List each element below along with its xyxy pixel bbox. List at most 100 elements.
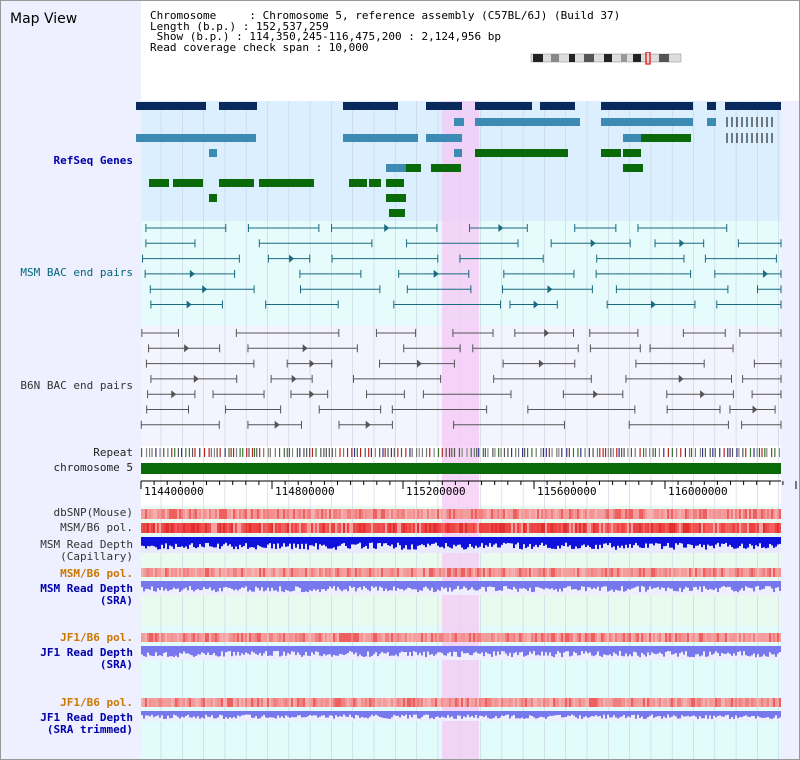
heat-cell <box>565 698 567 707</box>
heat-cell <box>779 568 781 577</box>
depth-bar <box>727 646 729 653</box>
heat-cell <box>667 509 669 519</box>
depth-bar <box>591 581 593 590</box>
depth-bar <box>239 711 241 717</box>
depth-bar <box>427 537 429 544</box>
heat-cell <box>521 633 523 642</box>
heat-cell <box>403 523 405 533</box>
heat-cell <box>773 698 775 707</box>
heat-cell <box>241 568 243 577</box>
heat-cell <box>323 698 325 707</box>
heat-cell <box>777 633 779 642</box>
msm-bac-arrow <box>186 300 192 309</box>
refseq-gene <box>601 149 621 157</box>
heat-cell <box>437 509 439 519</box>
heat-cell <box>215 698 217 707</box>
heat-cell <box>739 568 741 577</box>
depth-bar <box>479 711 481 716</box>
depth-bar <box>605 646 607 655</box>
heat-cell <box>249 568 251 577</box>
depth-bar <box>217 711 219 718</box>
heat-cell <box>307 698 309 707</box>
depth-bar <box>417 711 419 719</box>
depth-bar <box>551 581 553 589</box>
depth-bar <box>405 711 407 715</box>
heat-cell <box>289 698 291 707</box>
heat-cell <box>235 698 237 707</box>
heat-cell <box>369 698 371 707</box>
heat-cell <box>683 523 685 533</box>
depth-bar <box>735 646 737 656</box>
repeat-mark <box>191 448 194 457</box>
heat-cell <box>225 698 227 707</box>
heat-cell <box>191 509 193 519</box>
depth-bar <box>321 537 323 546</box>
depth-bar <box>339 581 341 590</box>
depth-bar <box>179 581 181 592</box>
depth-bar <box>539 646 541 656</box>
heat-cell <box>231 568 233 577</box>
heat-cell <box>719 698 721 707</box>
depth-bar <box>499 581 501 591</box>
heat-cell <box>401 509 403 519</box>
heat-cell <box>649 568 651 577</box>
heat-cell <box>529 633 531 642</box>
depth-bar <box>729 537 731 545</box>
depth-bar <box>461 537 463 548</box>
depth-bar <box>675 537 677 544</box>
heat-cell <box>163 698 165 707</box>
depth-bar <box>571 711 573 715</box>
depth-bar <box>409 581 411 588</box>
depth-bar <box>633 537 635 546</box>
depth-bar <box>341 711 343 717</box>
heat-cell <box>713 633 715 642</box>
depth-bar <box>289 537 291 544</box>
heat-cell <box>389 698 391 707</box>
depth-bar <box>511 646 513 658</box>
depth-bar <box>419 711 421 719</box>
heat-cell <box>615 633 617 642</box>
heat-cell <box>455 523 457 533</box>
depth-bar <box>381 537 383 547</box>
heat-cell <box>657 568 659 577</box>
heat-cell <box>361 509 363 519</box>
heat-cell <box>285 523 287 533</box>
heat-cell <box>735 568 737 577</box>
heat-cell <box>673 698 675 707</box>
chromosome-ideogram[interactable] <box>529 52 689 66</box>
depth-bar <box>427 711 429 715</box>
heat-cell <box>399 698 401 707</box>
repeat-mark <box>771 448 773 457</box>
depth-bar <box>249 711 251 715</box>
depth-bar <box>305 646 307 652</box>
depth-bar <box>485 646 487 653</box>
repeat-mark <box>663 448 665 457</box>
heat-cell <box>403 633 405 642</box>
heat-cell <box>229 509 231 519</box>
depth-bar <box>179 537 181 547</box>
repeat-mark <box>306 448 308 457</box>
depth-bar <box>225 711 227 718</box>
depth-bar <box>601 581 603 588</box>
heat-cell <box>343 509 345 519</box>
repeat-mark <box>390 448 392 457</box>
heat-cell <box>351 509 353 519</box>
depth-bar <box>655 711 657 717</box>
depth-bar <box>615 537 617 550</box>
depth-bar <box>155 646 157 653</box>
depth-bar <box>517 537 519 543</box>
heat-cell <box>739 509 741 519</box>
heat-cell <box>491 698 493 707</box>
depth-bar <box>409 711 411 715</box>
heat-cell <box>647 698 649 707</box>
depth-bar <box>151 711 153 715</box>
heat-cell <box>415 698 417 707</box>
heat-cell <box>557 568 559 577</box>
heat-cell <box>367 523 369 533</box>
heat-cell <box>573 509 575 519</box>
info-header: Chromosome : Chromosome 5, reference ass… <box>141 1 799 101</box>
depth-bar <box>733 581 735 592</box>
heat-cell <box>193 509 195 519</box>
heat-cell <box>549 698 551 707</box>
